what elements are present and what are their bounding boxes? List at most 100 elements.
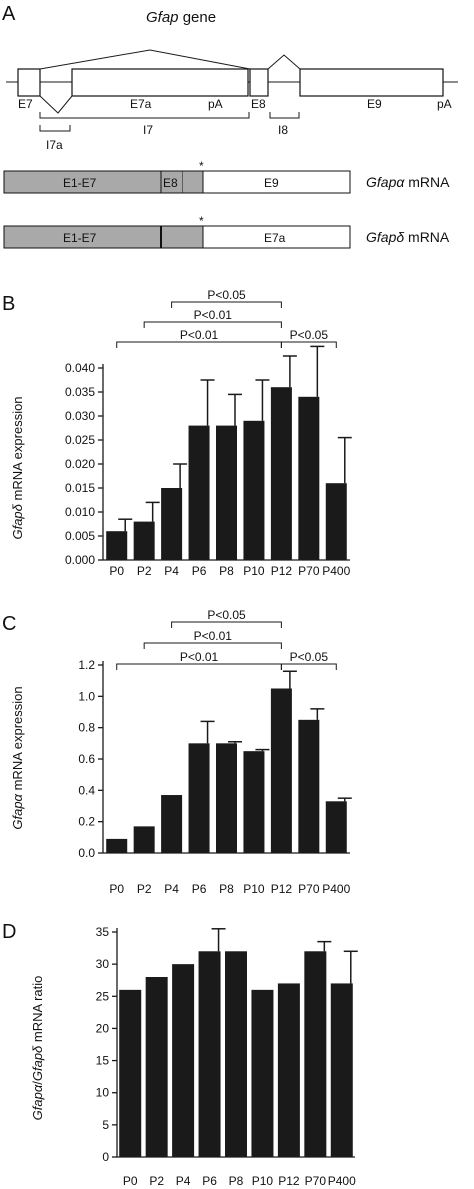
x-tick-label: P2 — [137, 882, 152, 896]
y-tick-label: 0.005 — [65, 529, 95, 543]
y-axis-label-part: Gfap — [30, 1092, 45, 1120]
exon-e8 — [249, 68, 269, 97]
mrna-alpha: E1-E7 E8 E9 * Gfapα mRNA — [3, 159, 450, 194]
y-tick-label: 0.015 — [65, 481, 95, 495]
significance-label: P<0.05 — [207, 608, 246, 622]
bar — [188, 743, 210, 853]
exon-e7 — [17, 68, 41, 97]
panel-c: C 0.0 0.2 0.4 0.6 0.8 1.0 1.2 P0 P2 P4 P6 P8 P10 P12 P… — [2, 608, 352, 896]
mrna-delta-white — [202, 225, 351, 249]
mrna-alpha-asterisk: * — [199, 159, 204, 173]
y-axis-label: Gfapα mRNA expression — [10, 686, 25, 829]
significance-label: P<0.01 — [194, 308, 233, 322]
bar — [251, 989, 274, 1157]
bar — [119, 989, 142, 1157]
x-tick-label: P6 — [192, 564, 207, 578]
bar — [188, 425, 210, 560]
x-tick-label: P400 — [322, 564, 350, 578]
bar — [216, 425, 237, 560]
mrna-delta-seg-white: E7a — [264, 231, 286, 245]
gene-title-italic: Gfap — [146, 9, 179, 26]
mrna-delta-name-italic: Gfap — [366, 229, 397, 245]
bar — [243, 751, 265, 853]
chart-c: 0.0 0.2 0.4 0.6 0.8 1.0 1.2 P0 P2 P4 P6 P8 P10 P12 P70… — [10, 608, 352, 896]
panel-b: B 0.0000.0050.0100.0150.0200.0250.0300.0… — [2, 288, 352, 578]
bar — [325, 483, 347, 560]
gene-title-rest: gene — [179, 9, 217, 26]
label-e9: E9 — [367, 97, 382, 111]
y-axis-label-part: Gfap — [10, 511, 25, 539]
mrna-delta-seg-1: E1-E7 — [63, 231, 97, 245]
y-tick-label: 10 — [96, 1086, 110, 1100]
bracket-i7a — [39, 125, 71, 132]
y-tick-label: 0.8 — [78, 721, 95, 735]
y-axis-label-part: α — [30, 1084, 45, 1092]
label-i8: I8 — [278, 123, 288, 137]
y-axis-label-part: Gfap — [30, 1053, 45, 1081]
significance-bracket — [280, 663, 337, 670]
splice-e8-e9 — [267, 54, 301, 70]
exon-e7a — [71, 68, 249, 97]
significance-label: P<0.01 — [180, 328, 219, 342]
chart-d: 0 5 10 15 20 25 30 35 P0 P2 P4 P6 P8 P10 P12 P70 P400 Gfa… — [30, 925, 358, 1188]
mrna-alpha-seg-2: E8 — [163, 176, 178, 190]
chart-b: 0.000 0.005 0.010 0.015 0.020 0.025 0.030 0.035… — [10, 288, 352, 578]
y-tick-label: 5 — [102, 1118, 109, 1132]
mrna-delta-name-rest: mRNA — [404, 229, 450, 245]
exon-e9 — [299, 68, 444, 97]
y-axis-label-part: δ — [30, 1045, 45, 1053]
label-i7: I7 — [143, 123, 153, 137]
significance-label: P<0.05 — [290, 328, 329, 342]
y-tick-label: 0.040 — [65, 361, 95, 375]
label-e7a: E7a — [130, 97, 152, 111]
significance-bracket — [116, 663, 282, 670]
x-tick-label: P12 — [271, 882, 293, 896]
significance-bracket — [143, 321, 282, 328]
y-tick-label: 20 — [96, 1021, 110, 1035]
x-tick-label: P4 — [176, 1174, 191, 1188]
bracket-i7 — [39, 112, 250, 119]
y-tick-label: 30 — [96, 957, 110, 971]
bar — [325, 801, 347, 853]
y-axis-label-part: mRNA ratio — [30, 976, 45, 1046]
x-tick-label: P2 — [137, 564, 152, 578]
bar — [277, 983, 300, 1157]
y-axis-label-part: mRNA expression — [10, 686, 25, 794]
bracket-i8 — [269, 112, 300, 119]
y-axis-label-part: Gfap — [10, 801, 25, 829]
x-tick-label: P10 — [243, 564, 265, 578]
bar — [172, 964, 195, 1157]
y-tick-label: 0.020 — [65, 457, 95, 471]
x-tick-label: P70 — [298, 564, 320, 578]
y-axis-label-part: mRNA expression — [10, 396, 25, 504]
panel-b-letter: B — [2, 293, 15, 315]
x-tick-label: P4 — [164, 882, 179, 896]
x-tick-label: P0 — [123, 1174, 138, 1188]
panel-d: D 0 5 10 15 20 25 30 35 P0 P2 P4 P6 P8 P10 P12 P70 P400 G… — [2, 921, 358, 1188]
label-pa-1: pA — [208, 97, 223, 111]
y-tick-label: 0.4 — [78, 783, 95, 797]
y-tick-label: 15 — [96, 1054, 110, 1068]
mrna-alpha-name: Gfapα mRNA — [366, 174, 450, 190]
x-tick-label: P12 — [271, 564, 293, 578]
x-tick-label: P10 — [252, 1174, 274, 1188]
x-tick-label: P8 — [229, 1174, 244, 1188]
bar — [106, 531, 128, 560]
y-tick-label: 0.000 — [65, 553, 95, 567]
bar — [298, 719, 320, 853]
x-tick-label: P70 — [298, 882, 320, 896]
x-tick-label: P4 — [164, 564, 179, 578]
y-tick-label: 0.0 — [78, 846, 95, 860]
y-tick-label: 0.035 — [65, 385, 95, 399]
bar — [298, 396, 320, 560]
x-tick-label: P400 — [328, 1174, 356, 1188]
bar — [133, 521, 155, 560]
significance-label: P<0.01 — [194, 629, 233, 643]
significance-bracket — [116, 341, 282, 348]
bar — [145, 977, 168, 1157]
x-tick-label: P400 — [322, 882, 350, 896]
x-tick-label: P8 — [219, 882, 234, 896]
y-axis-label: Gfapα/Gfapδ mRNA ratio — [30, 976, 45, 1121]
significance-bracket — [171, 621, 282, 628]
